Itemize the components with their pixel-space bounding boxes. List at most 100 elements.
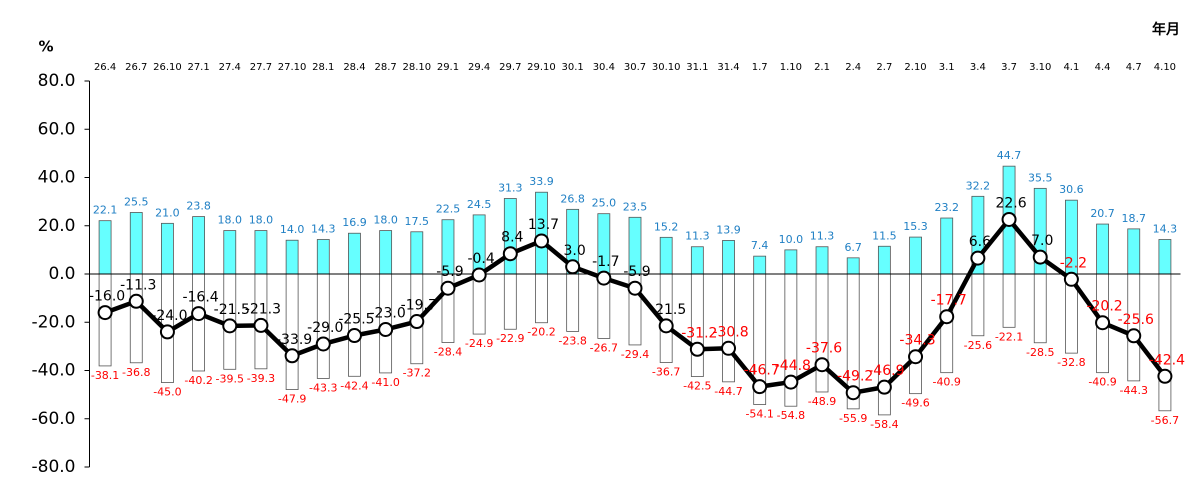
x-tick-label: 28.4 [343,62,365,73]
line-point [502,246,518,262]
line-value-label: -46.7 [744,363,780,379]
line-value-label: 22.6 [995,195,1026,211]
line-point [1001,211,1017,227]
line-value-label: -37.6 [806,341,842,357]
line-value-label: -23.0 [370,305,406,321]
bar [815,246,829,275]
line-point [783,374,799,390]
x-tick-label: 2.10 [904,62,926,73]
line-point [565,259,581,275]
x-tick-label: 4.4 [1095,62,1111,73]
line-point [627,280,643,296]
line-point [876,379,892,395]
line-point [908,349,924,365]
bar [503,273,517,330]
x-tick-label: 30.10 [652,62,681,73]
line-point [346,328,362,344]
bar-value-label: -23.8 [558,334,586,347]
bar-value-label: 24.5 [467,198,492,211]
bar-value-label: 22.5 [436,203,461,216]
line-point [596,270,612,286]
bar [1033,273,1047,344]
y-tick-label: -40.0 [32,361,76,381]
bar [940,217,954,275]
bar-value-label: -22.1 [995,330,1023,343]
bar-value-label: 20.7 [1090,207,1115,220]
bar-value-label: 6.7 [844,241,862,254]
bar-value-label: -49.6 [901,397,929,410]
bar-value-label: 14.3 [311,223,336,236]
y-tick-label: -80.0 [32,457,76,477]
line-point [409,314,425,330]
line-point [721,340,737,356]
x-tick-label: 3.7 [1001,62,1017,73]
line-value-label: -19.7 [401,298,437,314]
line-point [159,324,175,340]
bar-value-label: -39.5 [216,372,244,385]
x-tick-label: 2.7 [876,62,892,73]
bar [659,236,673,275]
line-value-label: -44.8 [775,358,811,374]
bar-value-label: -40.2 [184,374,212,387]
bar [285,239,299,275]
bar-value-label: 11.3 [810,230,835,243]
x-tick-label: 30.4 [593,62,615,73]
bar-value-label: -41.0 [371,376,399,389]
bar [1096,223,1109,275]
x-tick-label: 27.1 [187,62,209,73]
bar-value-label: -37.2 [403,367,431,380]
bar-value-label: 21.0 [155,206,180,219]
bar [784,249,798,275]
line-point [222,318,238,334]
bar [161,222,174,275]
bar [535,191,548,275]
bar-value-label: 17.5 [405,215,430,228]
x-tick-label: 30.7 [624,62,646,73]
y-tick-label: 80.0 [38,71,76,91]
x-tick-label: 2.4 [845,62,861,73]
line-point [378,321,394,337]
bar-value-label: -45.0 [153,386,181,399]
x-tick-label: 26.7 [125,62,147,73]
line-value-label: -21.3 [245,301,281,317]
line-point [315,336,331,352]
bar-value-label: -28.4 [434,346,462,359]
line-value-label: -21.5 [650,302,686,318]
line-value-label: -25.5 [338,312,374,328]
bar [1158,273,1172,412]
bar [846,257,860,275]
line-value-label: -2.2 [1060,255,1087,271]
x-tick-label: 31.4 [717,62,739,73]
bar-value-label: 26.8 [560,192,585,205]
line-point [253,317,269,333]
x-tick-label: 29.7 [499,62,521,73]
bar [1127,228,1141,275]
line-value-label: -31.2 [681,325,717,341]
x-tick-label: 26.4 [94,62,116,73]
line-point [191,306,207,322]
x-tick-label: 30.1 [562,62,584,73]
line-value-label: -30.8 [712,324,748,340]
line-value-label: -29.0 [307,320,343,336]
bar-value-label: -42.4 [340,379,368,392]
bar [690,246,704,275]
bar-value-label: -44.7 [714,385,742,398]
line-point [1095,315,1111,331]
line-point [845,385,861,401]
bar [753,255,767,275]
bar-value-label: 11.3 [685,230,710,243]
bar-value-label: 33.9 [529,175,554,188]
line-value-label: -16.0 [89,289,125,305]
bar-value-label: 18.7 [1121,212,1146,225]
bar-value-label: 25.0 [592,197,617,210]
bar [254,230,268,275]
y-tick-label: -60.0 [32,409,76,429]
bar-value-label: 7.4 [751,239,769,252]
x-tick-label: 4.10 [1154,62,1176,73]
x-tick-label: 27.4 [219,62,241,73]
bar-value-label: 11.5 [872,229,897,242]
line-point [1032,249,1048,265]
bar-value-label: 14.3 [1153,223,1178,236]
bar-value-label: -28.5 [1026,346,1054,359]
